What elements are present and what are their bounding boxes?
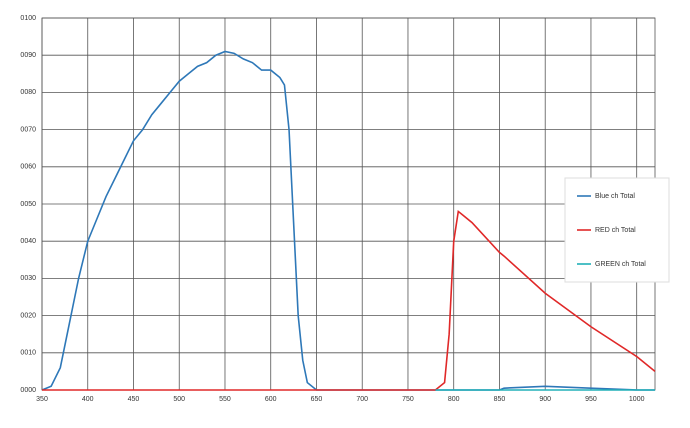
x-tick-label: 1000 bbox=[629, 396, 645, 403]
x-tick-label: 900 bbox=[539, 396, 551, 403]
x-tick-label: 650 bbox=[311, 396, 323, 403]
x-tick-label: 800 bbox=[448, 396, 460, 403]
legend-label: Blue ch Total bbox=[595, 193, 635, 200]
series-line bbox=[42, 209, 656, 391]
legend-label: GREEN ch Total bbox=[595, 261, 646, 268]
y-tick-label: 0060 bbox=[20, 164, 36, 171]
y-tick-label: 0020 bbox=[20, 312, 36, 319]
y-tick-label: 0050 bbox=[20, 201, 36, 208]
x-tick-label: 550 bbox=[219, 396, 231, 403]
y-tick-label: 0040 bbox=[20, 238, 36, 245]
y-tick-label: 0090 bbox=[20, 52, 36, 59]
x-tick-label: 700 bbox=[356, 396, 368, 403]
y-tick-label: 0030 bbox=[20, 275, 36, 282]
x-tick-label: 450 bbox=[128, 396, 140, 403]
x-tick-label: 500 bbox=[173, 396, 185, 403]
x-tick-label: 850 bbox=[494, 396, 506, 403]
x-tick-label: 600 bbox=[265, 396, 277, 403]
y-tick-label: 0100 bbox=[20, 15, 36, 22]
x-tick-label: 350 bbox=[36, 396, 48, 403]
y-tick-label: 0080 bbox=[20, 89, 36, 96]
x-tick-label: 400 bbox=[82, 396, 94, 403]
legend-label: RED ch Total bbox=[595, 227, 636, 234]
y-tick-label: 0010 bbox=[20, 350, 36, 357]
y-tick-label: 0000 bbox=[20, 387, 36, 394]
y-tick-label: 0070 bbox=[20, 126, 36, 133]
x-tick-label: 950 bbox=[585, 396, 597, 403]
x-tick-label: 750 bbox=[402, 396, 414, 403]
